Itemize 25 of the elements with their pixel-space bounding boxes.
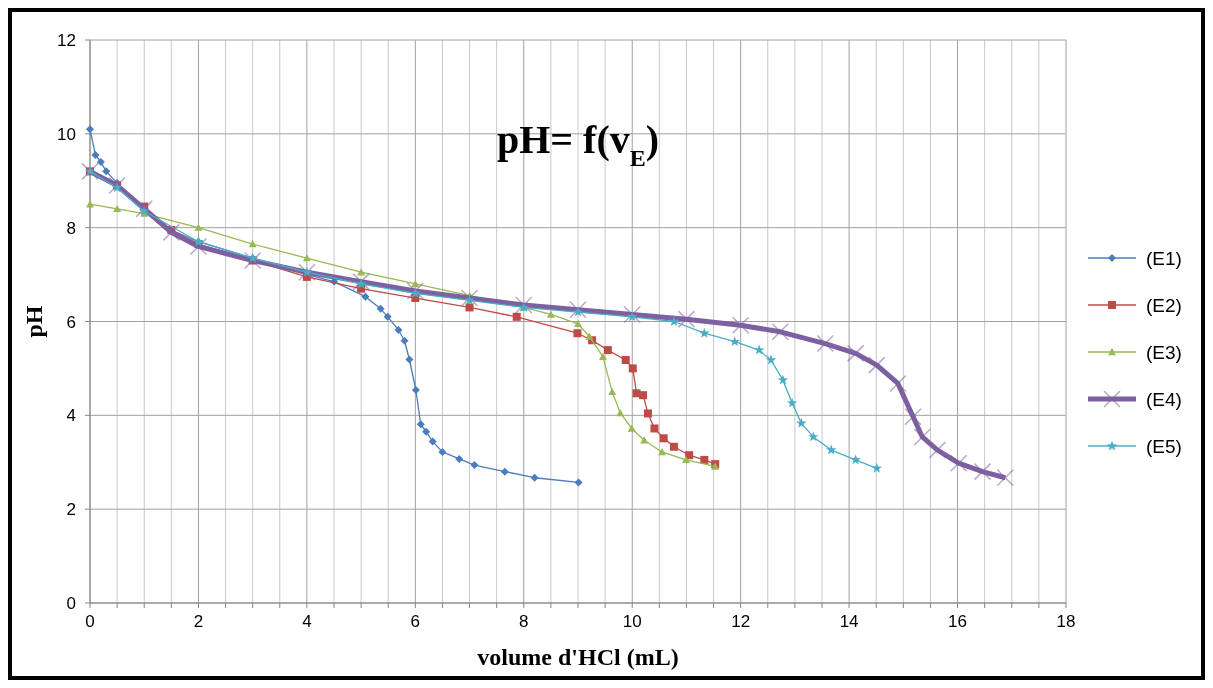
x-tick-label: 8 <box>519 612 529 631</box>
y-tick-label: 0 <box>66 594 76 613</box>
x-tick-label: 2 <box>193 612 204 631</box>
x-tick-label: 4 <box>302 612 312 631</box>
text: pH= f(v$_{E}$) <box>496 117 660 171</box>
x-tick-label: 12 <box>731 612 751 631</box>
y-tick-label: 8 <box>66 218 76 238</box>
x-tick-label: 14 <box>839 612 859 631</box>
legend-label: (E2) <box>1146 295 1182 316</box>
y-tick-label: 10 <box>57 124 76 144</box>
legend-label: (E1) <box>1146 248 1182 269</box>
y-tick-label: 6 <box>66 312 76 332</box>
legend-label: (E5) <box>1146 436 1182 457</box>
x-axis-title: volume d'HCl (mL) <box>477 644 679 670</box>
x-tick-label: 0 <box>85 612 95 631</box>
legend-label: (E4) <box>1146 389 1182 410</box>
y-axis-title: pH <box>21 305 47 338</box>
x-tick-label: 18 <box>1056 612 1076 631</box>
y-tick-label: 2 <box>66 500 76 520</box>
legend-label: (E3) <box>1146 342 1182 363</box>
y-tick-label: 12 <box>57 31 76 50</box>
x-tick-label: 6 <box>410 612 421 631</box>
x-tick-label: 10 <box>622 612 642 631</box>
y-tick-label: 4 <box>66 406 76 426</box>
x-tick-label: 16 <box>948 612 968 631</box>
